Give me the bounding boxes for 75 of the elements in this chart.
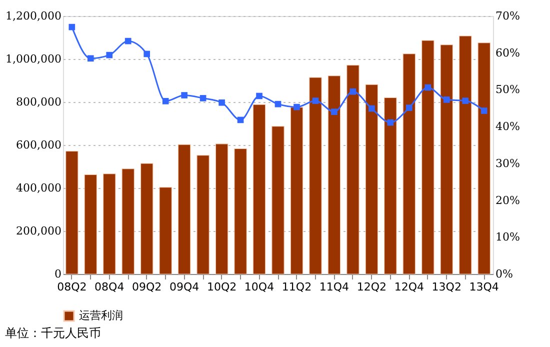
bar	[365, 84, 378, 274]
point	[144, 50, 150, 58]
bar	[66, 150, 78, 274]
bar	[384, 97, 397, 274]
x-tick-label: 13Q4	[469, 280, 499, 294]
x-tick-label: 08Q2	[57, 280, 87, 294]
y-tick-label: 400,000	[16, 182, 62, 194]
x-tick-label: 10Q2	[206, 280, 237, 294]
bar	[290, 107, 304, 274]
point	[274, 100, 282, 108]
point	[294, 104, 300, 110]
bar	[478, 42, 490, 274]
bar	[234, 148, 247, 274]
point	[443, 96, 450, 103]
bar	[215, 144, 228, 274]
y-tick-label: 1,200,000	[6, 10, 62, 22]
point	[256, 92, 262, 100]
x-tick-label: 11Q2	[282, 280, 312, 294]
text: 单位：千元人民币	[5, 326, 102, 340]
bar	[122, 168, 134, 274]
y2-tick-label: 10%	[496, 230, 520, 244]
point	[68, 24, 76, 30]
point	[331, 108, 338, 115]
y-tick-label: 0	[54, 268, 62, 280]
point	[218, 99, 225, 106]
point	[87, 55, 94, 62]
bar	[309, 77, 322, 274]
y-tick-label: 600,000	[16, 138, 62, 152]
point	[387, 119, 394, 126]
point	[181, 92, 188, 98]
point	[312, 98, 319, 104]
x-tick-label: 13Q2	[432, 280, 462, 294]
point	[124, 38, 132, 44]
y2-tick-label: 40%	[496, 120, 520, 134]
y2-tick-label: 0%	[496, 268, 513, 280]
point	[162, 98, 169, 104]
bar	[346, 64, 360, 274]
point	[368, 105, 375, 112]
point	[237, 116, 244, 124]
x-tick-label: 09Q2	[132, 280, 162, 294]
y2-tick-label: 60%	[496, 46, 520, 60]
point	[462, 98, 469, 104]
bar	[102, 174, 116, 274]
bar	[328, 75, 341, 274]
bar	[84, 174, 98, 274]
y-tick-label: 1,000,000	[6, 52, 62, 66]
y2-tick-label: 20%	[496, 194, 520, 207]
bar	[196, 155, 210, 274]
bar	[159, 187, 172, 274]
point	[480, 108, 488, 114]
point	[200, 95, 206, 102]
x-tick-label: 11Q4	[319, 280, 350, 294]
y-tick-label: 200,000	[16, 224, 62, 238]
bar	[440, 44, 454, 274]
bar	[178, 144, 191, 274]
bar	[252, 104, 266, 274]
point	[406, 104, 412, 111]
x-tick-label: 12Q4	[394, 280, 424, 294]
point	[350, 88, 356, 95]
bar	[272, 126, 284, 274]
x-tick-label: 09Q4	[169, 280, 200, 294]
point	[106, 52, 113, 58]
x-tick-label: 08Q4	[94, 280, 124, 294]
x-tick-label: 10Q4	[244, 280, 274, 294]
y2-tick-label: 70%	[496, 10, 520, 22]
bar	[140, 163, 154, 274]
legend-label: 运营利润	[79, 309, 123, 322]
bar	[422, 40, 434, 274]
y2-tick-label: 30%	[496, 156, 520, 170]
bar	[402, 54, 416, 274]
point	[424, 84, 432, 91]
x-tick-label: 12Q2	[356, 280, 387, 294]
y-tick-label: 800,000	[16, 96, 62, 108]
bar	[458, 36, 472, 274]
y2-tick-label: 50%	[496, 83, 520, 96]
